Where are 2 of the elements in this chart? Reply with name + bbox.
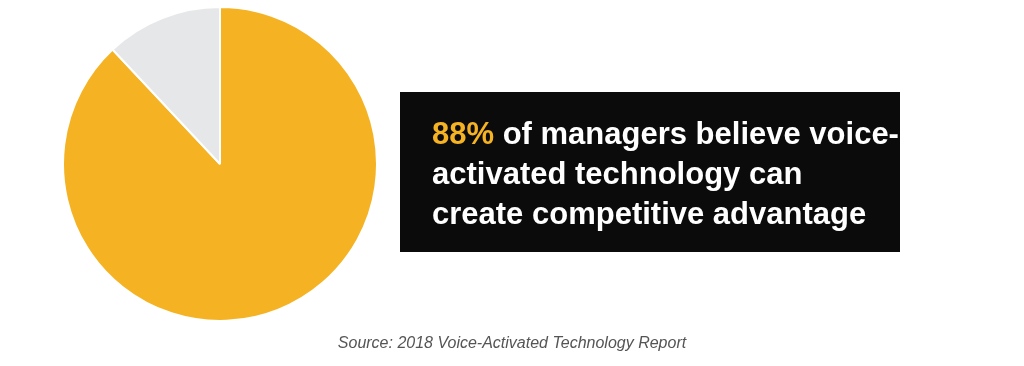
- source-note: Source: 2018 Voice-Activated Technology Report: [336, 334, 688, 352]
- text: 88% of managers believe voice-activated technology can create competitive advantage: [432, 116, 899, 231]
